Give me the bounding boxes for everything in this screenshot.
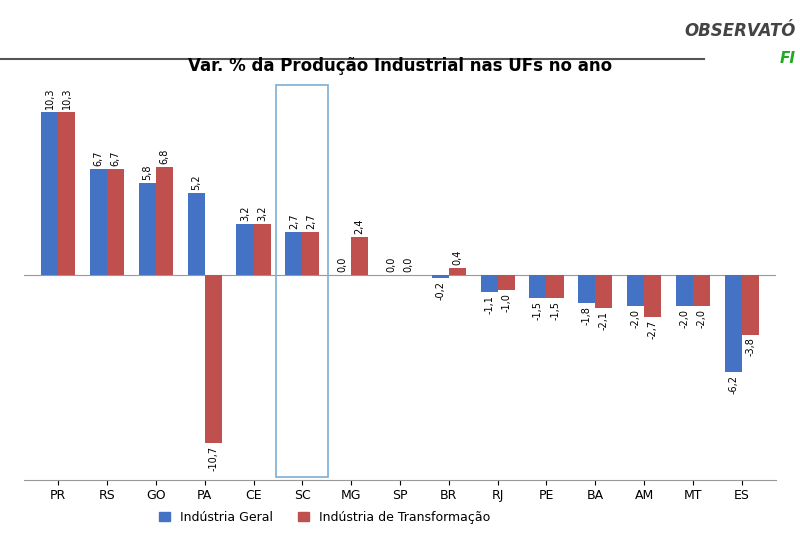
Text: -3,8: -3,8 bbox=[746, 337, 755, 356]
Legend: Indústria Geral, Indústria de Transformação: Indústria Geral, Indústria de Transforma… bbox=[154, 506, 496, 529]
Bar bbox=[530, 274, 546, 298]
Bar bbox=[351, 237, 368, 274]
Bar bbox=[742, 274, 759, 335]
Bar bbox=[156, 167, 173, 274]
Bar bbox=[90, 169, 107, 274]
Bar bbox=[481, 274, 498, 292]
Bar bbox=[595, 274, 613, 308]
Text: 10,3: 10,3 bbox=[45, 88, 54, 109]
Text: -2,0: -2,0 bbox=[679, 309, 690, 328]
Bar bbox=[302, 232, 319, 274]
Bar bbox=[138, 183, 156, 274]
Bar bbox=[546, 274, 563, 298]
Text: 3,2: 3,2 bbox=[240, 206, 250, 221]
Bar bbox=[41, 112, 58, 274]
Text: -2,1: -2,1 bbox=[599, 311, 609, 329]
Text: 6,7: 6,7 bbox=[110, 150, 121, 166]
Text: FI: FI bbox=[780, 51, 796, 66]
Text: 0,0: 0,0 bbox=[403, 256, 414, 272]
Text: 2,7: 2,7 bbox=[306, 214, 316, 229]
Bar bbox=[693, 274, 710, 306]
Text: -6,2: -6,2 bbox=[728, 375, 738, 394]
Bar bbox=[286, 232, 302, 274]
Text: 5,8: 5,8 bbox=[142, 165, 152, 180]
Bar bbox=[277, 85, 328, 477]
Title: Var. % da Produção Industrial nas UFs no ano: Var. % da Produção Industrial nas UFs no… bbox=[188, 58, 612, 75]
Bar bbox=[644, 274, 662, 317]
Bar bbox=[578, 274, 595, 303]
Text: 0,4: 0,4 bbox=[452, 250, 462, 265]
Text: 6,8: 6,8 bbox=[159, 149, 170, 165]
Bar bbox=[254, 224, 270, 274]
Bar bbox=[205, 274, 222, 443]
Text: -1,5: -1,5 bbox=[533, 301, 543, 320]
Text: -1,5: -1,5 bbox=[550, 301, 560, 320]
Text: -0,2: -0,2 bbox=[435, 280, 446, 300]
Text: -1,0: -1,0 bbox=[502, 293, 511, 312]
Text: -10,7: -10,7 bbox=[208, 446, 218, 471]
Text: -2,7: -2,7 bbox=[648, 320, 658, 339]
Text: 0,0: 0,0 bbox=[338, 256, 348, 272]
Text: 5,2: 5,2 bbox=[191, 174, 201, 190]
Bar bbox=[107, 169, 124, 274]
Bar bbox=[432, 274, 449, 278]
Text: 6,7: 6,7 bbox=[94, 150, 103, 166]
Text: -2,0: -2,0 bbox=[697, 309, 706, 328]
Text: -1,1: -1,1 bbox=[484, 295, 494, 314]
Bar bbox=[627, 274, 644, 306]
Bar bbox=[498, 274, 514, 290]
Text: -2,0: -2,0 bbox=[630, 309, 641, 328]
Bar bbox=[237, 224, 254, 274]
Bar bbox=[725, 274, 742, 373]
Text: 2,4: 2,4 bbox=[354, 219, 365, 234]
Text: OBSERVATÓ: OBSERVATÓ bbox=[685, 22, 796, 40]
Text: 3,2: 3,2 bbox=[257, 206, 267, 221]
Text: 0,0: 0,0 bbox=[386, 256, 397, 272]
Bar bbox=[187, 192, 205, 274]
Text: -1,8: -1,8 bbox=[582, 306, 592, 325]
Bar bbox=[58, 112, 75, 274]
Text: 10,3: 10,3 bbox=[62, 88, 72, 109]
Bar bbox=[676, 274, 693, 306]
Bar bbox=[449, 268, 466, 274]
Text: 2,7: 2,7 bbox=[289, 214, 298, 229]
